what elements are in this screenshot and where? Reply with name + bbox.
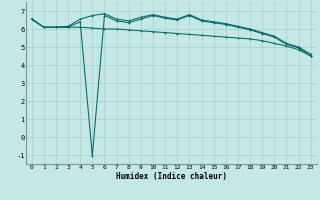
X-axis label: Humidex (Indice chaleur): Humidex (Indice chaleur) [116,172,227,181]
